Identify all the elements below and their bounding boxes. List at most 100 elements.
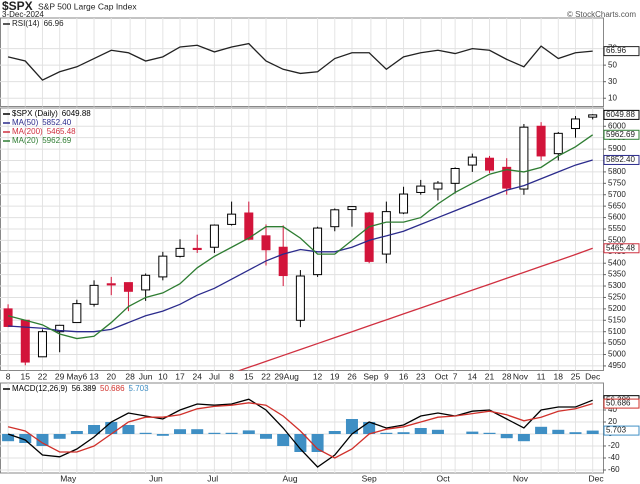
candle-body	[467, 156, 477, 166]
candle-body	[209, 224, 219, 248]
candle-body	[450, 167, 460, 184]
y-tick-label: -60	[608, 465, 620, 474]
legend-name: MACD(12,26,9)	[12, 384, 68, 393]
histogram-bar	[397, 432, 410, 434]
x-tick-label: 15	[244, 371, 254, 381]
histogram-bar	[70, 431, 83, 434]
index-name: S&P 500 Large Cap Index	[38, 1, 137, 11]
x-tick-label: 22	[261, 371, 271, 381]
x-tick-label: 25	[571, 371, 581, 381]
legend-entry: MA(20) 5962.69	[12, 136, 72, 145]
y-tick-label: 30	[608, 77, 617, 86]
legend-value: 66.96	[44, 19, 65, 28]
x-tick-label: 23	[416, 371, 426, 381]
legend-value: 5465.48	[47, 127, 76, 136]
x-tick-label: 15	[21, 371, 31, 381]
histogram-bar	[500, 434, 513, 439]
last-value-label: 6049.88	[606, 110, 635, 119]
series-line	[237, 247, 593, 371]
y-tick-label: 5500	[608, 236, 626, 245]
plot-area	[2, 398, 599, 468]
x-tick-label: 28	[502, 371, 512, 381]
x-tick-label: 10	[158, 371, 168, 381]
histogram-bar	[139, 432, 152, 434]
x-tick-label: 28	[125, 371, 135, 381]
histogram-bar	[191, 429, 204, 434]
candle-body	[399, 193, 409, 214]
candle-body	[330, 209, 340, 228]
legend-value: 5962.69	[42, 136, 71, 145]
histogram-bar	[569, 432, 582, 434]
candle-body	[502, 166, 512, 189]
candle-body	[141, 274, 151, 291]
series-line	[7, 42, 593, 81]
candle-body	[364, 212, 374, 262]
plot-area	[7, 42, 593, 81]
legend-name: MA(50)	[12, 118, 39, 127]
x-tick-label: 14	[468, 371, 478, 381]
y-tick-label: 5150	[608, 315, 626, 324]
candle-body	[72, 303, 82, 324]
histogram-bar	[88, 425, 101, 434]
symbol: $SPX	[2, 0, 33, 13]
candle-body	[227, 213, 237, 225]
histogram-bar	[552, 429, 565, 434]
legend-name: MA(200)	[12, 127, 43, 136]
candle-body	[433, 182, 443, 190]
legend-value: 56.389	[72, 384, 97, 393]
histogram-bar	[535, 426, 548, 434]
last-value-box	[603, 129, 640, 140]
x-tick-label: 22	[38, 371, 48, 381]
histogram-bar	[431, 429, 444, 434]
y-tick-label: 20	[608, 417, 617, 426]
last-value-box	[603, 398, 640, 409]
y-tick-label: 5600	[608, 213, 626, 222]
candle-body	[536, 125, 546, 157]
legend-entry: MA(200) 5465.48	[12, 127, 76, 136]
candle-body	[485, 157, 495, 171]
candle-body	[192, 247, 202, 251]
x-tick-label: 19	[330, 371, 340, 381]
y-tick-label: 5250	[608, 293, 626, 302]
x-tick-label: Oct	[436, 473, 450, 483]
histogram-bar	[19, 434, 32, 443]
legend-name: RSI(14)	[12, 19, 40, 28]
y-tick-label: 40	[608, 405, 617, 414]
histogram-bar	[105, 422, 118, 434]
x-tick-label: Aug	[283, 473, 298, 483]
x-tick-label: 21	[485, 371, 495, 381]
histogram-bar	[122, 425, 135, 434]
series-line	[7, 402, 593, 459]
histogram-bar	[259, 434, 272, 439]
legend-entry: MACD(12,26,9) 56.389 50.686 5.703	[12, 384, 149, 393]
y-tick-label: 5400	[608, 258, 626, 267]
legend-value: 5.703	[129, 384, 150, 393]
last-value-label: 5962.69	[606, 130, 635, 139]
legend-entry: RSI(14) 66.96	[12, 19, 64, 28]
source: © StockCharts.com	[567, 10, 636, 19]
x-tick-label: Sep	[363, 371, 378, 381]
last-value-label: 5465.48	[606, 243, 635, 252]
panel-frame	[0, 17, 604, 107]
x-tick-label: 29	[55, 371, 65, 381]
x-tick-label: Jun	[149, 473, 163, 483]
histogram-bar	[345, 419, 358, 434]
x-tick-label: 9	[384, 371, 389, 381]
y-tick-label: -40	[608, 453, 620, 462]
candle-body	[588, 114, 598, 118]
y-tick-label: 10	[608, 93, 617, 102]
candle-body	[3, 308, 13, 327]
plot-area	[3, 114, 598, 371]
y-tick-label: 5900	[608, 144, 626, 153]
histogram-bar	[174, 429, 187, 434]
candle-body	[570, 118, 580, 130]
y-tick-label: 5750	[608, 178, 626, 187]
x-tick-label: 18	[554, 371, 564, 381]
histogram-bar	[466, 431, 479, 434]
y-tick-label: 6000	[608, 121, 626, 130]
y-tick-label: 5300	[608, 281, 626, 290]
legend-name: $SPX (Daily)	[12, 109, 58, 118]
last-value-label: 5852.40	[606, 155, 635, 164]
candle-body	[347, 206, 357, 211]
